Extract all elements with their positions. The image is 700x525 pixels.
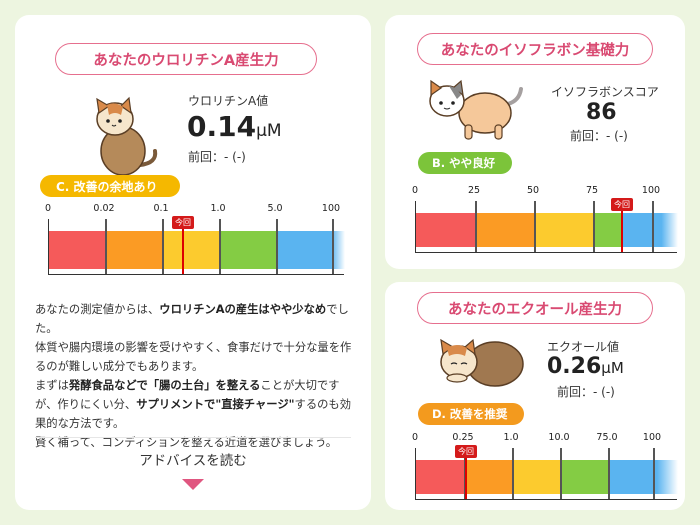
chevron-down-icon: [182, 479, 204, 490]
read-advice-button[interactable]: アドバイスを読む: [15, 449, 371, 499]
equol-unit: μM: [601, 359, 624, 377]
read-advice-label: アドバイスを読む: [139, 453, 247, 469]
current-value-marker: [621, 209, 623, 252]
tick-line-1: [475, 201, 477, 252]
advice-line-3d: サプリメントで"直接チャージ": [136, 398, 295, 411]
equol-value: 0.26μM: [547, 354, 624, 379]
tick-line-5: [653, 448, 655, 499]
tick-line-1: [464, 448, 466, 499]
advice-line-3e: するのも効果的な方法です。: [35, 398, 352, 430]
tick-line-5: [332, 219, 334, 274]
equol-title: あなたのエクオール産生力: [417, 292, 653, 324]
equol-tick-1: 0.25: [452, 432, 474, 443]
segment-orange: [475, 213, 534, 247]
advice-line-1b: ウロリチンAの産生はやや少なめ: [159, 303, 327, 316]
segment-orange: [464, 460, 512, 494]
urolithin-unit: μM: [256, 121, 282, 141]
advice-line-1a: あなたの測定値からは、: [35, 303, 160, 316]
tick-line-3: [560, 448, 562, 499]
urolithin-tick-2: 0.1: [153, 203, 169, 214]
advice-line-2: 体質や腸内環境の影響を受けやすく、食事だけで十分な量を作るのが難しい成分でもあり…: [35, 341, 352, 373]
equol-tick-5: 100: [642, 432, 662, 443]
segment-green: [560, 460, 608, 494]
tick-line-3: [593, 201, 595, 252]
advice-line-4: 賢く補って、コンディションを整える近道を選びましょう。: [35, 436, 338, 449]
isoflavone-tick-4: 100: [641, 185, 661, 196]
advice-line-3c: ことが大切ですが、作りにくい分、: [35, 379, 340, 411]
cat-walking-illustration: [429, 79, 523, 140]
segment-blue: [623, 213, 678, 247]
segment-red: [49, 231, 105, 269]
current-flag: 今回: [611, 198, 633, 211]
tick-line-2: [534, 201, 536, 252]
equol-tick-2: 1.0: [503, 432, 519, 443]
isoflavone-tick-1: 25: [467, 185, 481, 196]
segment-blue: [608, 460, 678, 494]
equol-scale: 0 0.25 1.0 10.0 75.0 100 今回: [411, 432, 678, 502]
urolithin-value-number: 0.14: [187, 110, 257, 143]
equol-tick-3: 10.0: [548, 432, 570, 443]
isoflavone-previous: 前回：- (-): [570, 129, 628, 143]
cat-sitting-illustration: [96, 96, 158, 176]
segment-orange: [105, 231, 162, 269]
urolithin-tick-0: 0: [44, 203, 52, 214]
segment-yellow: [534, 213, 593, 247]
isoflavone-value: 86: [586, 100, 617, 125]
urolithin-value-label: ウロリチンA値: [188, 94, 269, 108]
equol-bar-track: 今回: [415, 445, 678, 500]
segment-green: [593, 213, 623, 247]
tick-line-4: [608, 448, 610, 499]
isoflavone-scale: 0 25 50 75 100 今回: [411, 185, 678, 260]
tick-line-4: [652, 201, 654, 252]
equol-value-label: エクオール値: [547, 340, 620, 354]
segment-yellow: [512, 460, 560, 494]
advice-line-3a: まずは: [35, 379, 69, 392]
isoflavone-value-label: イソフラボンスコア: [551, 85, 659, 99]
segment-yellow: [162, 231, 219, 269]
urolithin-tick-4: 5.0: [267, 203, 283, 214]
urolithin-previous: 前回：- (-): [188, 150, 246, 164]
current-value-marker: [465, 456, 467, 499]
urolithin-value: 0.14μM: [187, 110, 282, 143]
tick-line-2: [512, 448, 514, 499]
equol-tick-4: 75.0: [596, 432, 618, 443]
tick-line-4: [276, 219, 278, 274]
isoflavone-bar-track: 今回: [415, 198, 678, 253]
current-flag: 今回: [455, 445, 477, 458]
tick-line-3: [219, 219, 221, 274]
equol-value-number: 0.26: [547, 354, 602, 379]
urolithin-advice-text: あなたの測定値からは、ウロリチンAの産生はやや少なめでした。 体質や腸内環境の影…: [35, 300, 357, 452]
current-value-marker: [182, 227, 184, 274]
equol-grade-badge: D. 改善を推奨: [418, 403, 524, 425]
urolithin-title: あなたのウロリチンA産生力: [55, 43, 317, 75]
segment-red: [416, 460, 464, 494]
isoflavone-card: あなたのイソフラボン基礎力 イソフラボンスコア 86 前回：- (-) B. や…: [385, 15, 685, 269]
cat-lying-illustration: [440, 338, 524, 387]
equol-tick-0: 0: [411, 432, 419, 443]
equol-previous: 前回：- (-): [557, 385, 615, 399]
segment-red: [416, 213, 475, 247]
segment-blue: [276, 231, 345, 269]
isoflavone-tick-3: 75: [585, 185, 599, 196]
urolithin-scale: 0 0.02 0.1 1.0 5.0 100 今回: [44, 203, 345, 283]
urolithin-tick-1: 0.02: [93, 203, 115, 214]
isoflavone-grade-badge: B. やや良好: [418, 152, 512, 174]
current-flag: 今回: [172, 216, 194, 229]
segment-green: [219, 231, 276, 269]
divider: [35, 437, 351, 438]
urolithin-tick-3: 1.0: [210, 203, 226, 214]
tick-line-2: [162, 219, 164, 274]
isoflavone-tick-0: 0: [411, 185, 419, 196]
advice-line-1c: でした。: [35, 303, 349, 335]
urolithin-bar-track: 今回: [48, 216, 345, 275]
urolithin-tick-5: 100: [321, 203, 341, 214]
urolithin-card: あなたのウロリチンA産生力 ウロリチンA値 0.14μM 前回：- (-) C.…: [15, 15, 371, 510]
urolithin-grade-badge: C. 改善の余地あり: [40, 175, 180, 197]
equol-card: あなたのエクオール産生力 エクオール値 0.26μM 前回：- (-) D. 改…: [385, 282, 685, 510]
tick-line-1: [105, 219, 107, 274]
advice-line-3b: 発酵食品などで「腸の土台」を整える: [68, 379, 261, 392]
isoflavone-title: あなたのイソフラボン基礎力: [417, 33, 653, 65]
isoflavone-tick-2: 50: [526, 185, 540, 196]
